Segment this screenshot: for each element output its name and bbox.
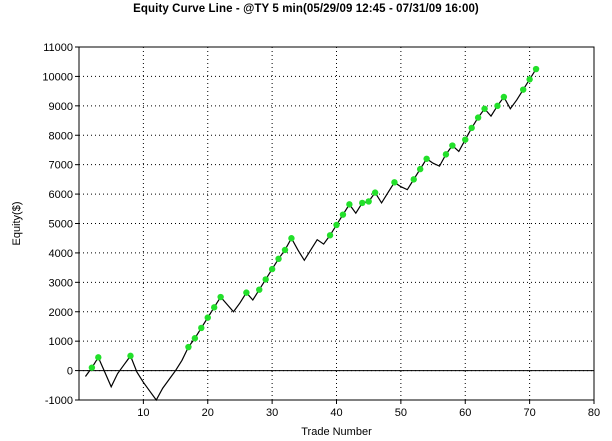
y-tick-label: 5000 — [49, 219, 73, 231]
equity-high-point — [416, 165, 424, 173]
equity-high-point — [481, 105, 488, 112]
y-tick-label: 11000 — [43, 42, 73, 54]
equity-high-point — [198, 324, 205, 332]
equity-high-point — [423, 155, 430, 162]
equity-high-point — [217, 293, 224, 301]
x-tick-label: 60 — [459, 407, 471, 419]
equity-high-point — [500, 93, 508, 101]
x-tick-label: 80 — [588, 407, 600, 419]
equity-high-point — [462, 136, 469, 143]
equity-high-point — [275, 255, 282, 262]
y-tick-label: 1000 — [49, 336, 73, 348]
y-tick-label: 4000 — [49, 248, 73, 260]
equity-high-point — [359, 199, 366, 207]
equity-high-point — [371, 189, 379, 196]
equity-high-point — [210, 304, 218, 311]
x-tick-label: 20 — [202, 407, 214, 419]
equity-high-point — [243, 289, 250, 296]
equity-high-point — [468, 124, 475, 132]
equity-high-point — [204, 314, 211, 321]
x-axis-label: Trade Number — [301, 426, 372, 438]
equity-high-point — [474, 114, 482, 121]
equity-high-point — [532, 65, 540, 73]
equity-high-point — [526, 76, 533, 83]
equity-high-point — [442, 151, 450, 158]
y-tick-label: -1000 — [45, 395, 73, 407]
equity-series — [84, 68, 537, 402]
equity-high-point — [339, 211, 347, 218]
x-tick-label: 50 — [395, 407, 407, 419]
y-tick-label: 6000 — [49, 189, 73, 201]
equity-high-point — [256, 286, 263, 293]
y-tick-label: 8000 — [49, 130, 73, 142]
equity-line — [84, 68, 537, 402]
equity-high-point — [391, 179, 398, 186]
gridlines — [79, 47, 594, 400]
y-tick-label: 7000 — [49, 160, 73, 172]
x-tick-label: 40 — [330, 407, 342, 419]
y-tick-label: 2000 — [49, 307, 73, 319]
equity-high-point — [494, 102, 501, 110]
equity-high-point — [449, 142, 456, 149]
equity-high-point — [185, 343, 192, 351]
equity-high-point — [365, 198, 372, 205]
new-high-markers — [88, 65, 540, 371]
equity-high-point — [410, 176, 417, 183]
y-tick-label: 10000 — [42, 71, 73, 83]
equity-high-point — [346, 201, 353, 208]
chart-title: Equity Curve Line - @TY 5 min(05/29/09 1… — [133, 3, 479, 15]
equity-high-point — [88, 364, 96, 371]
y-tick-label: 0 — [67, 366, 73, 378]
x-tick-label: 30 — [266, 407, 278, 419]
x-tick-label: 70 — [524, 407, 536, 419]
axis-ticks: -1000 0 1000 2000 3000 4000 5000 6000 7000 8000 90… — [42, 42, 600, 419]
y-axis-label: Equity($) — [11, 201, 23, 245]
equity-high-point — [519, 86, 527, 93]
equity-high-point — [288, 235, 295, 242]
y-tick-label: 9000 — [49, 101, 73, 113]
y-tick-label: 3000 — [49, 277, 73, 289]
equity-high-point — [262, 276, 269, 283]
equity-high-point — [281, 246, 289, 254]
x-tick-label: 10 — [137, 407, 149, 419]
equity-high-point — [333, 221, 340, 229]
equity-high-point — [191, 335, 199, 342]
equity-high-point — [326, 232, 334, 239]
equity-high-point — [268, 265, 276, 273]
equity-high-point — [95, 354, 102, 361]
equity-high-point — [127, 352, 134, 360]
